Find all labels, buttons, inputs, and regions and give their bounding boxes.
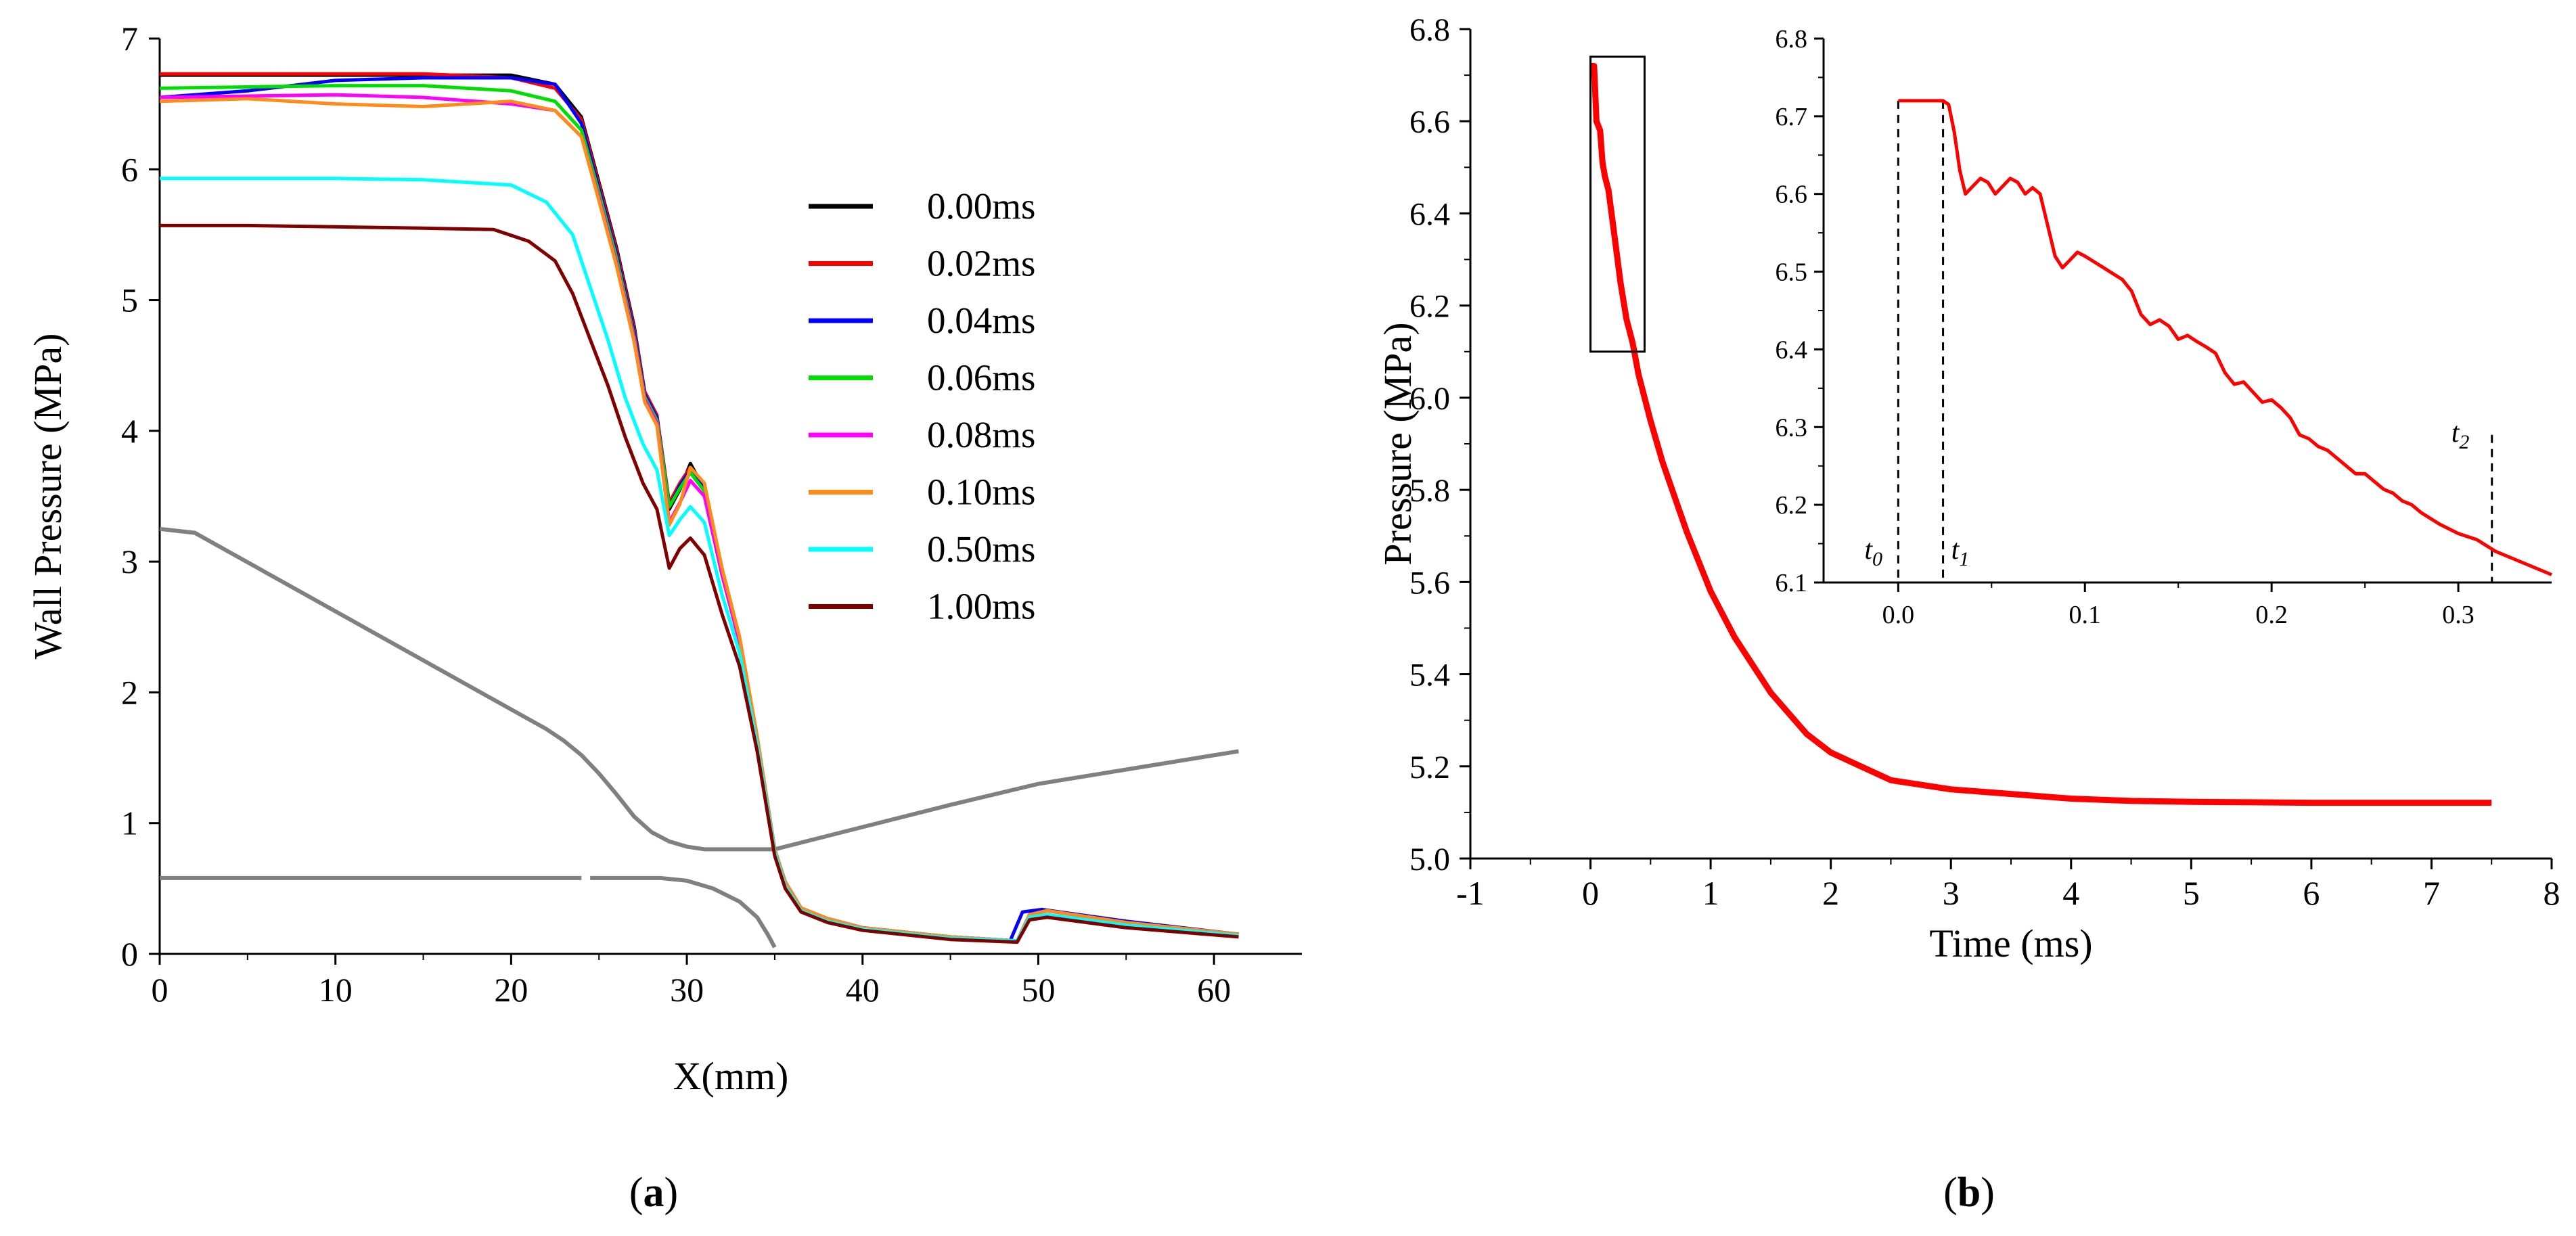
- marker-label-base: t: [2451, 417, 2460, 449]
- panel-b-y-tick-label: 5.6: [1409, 565, 1450, 601]
- inset-y-tick-label: 6.5: [1776, 258, 1808, 287]
- inset-y-tick-label: 6.6: [1776, 181, 1808, 209]
- panel-b-x-tick-label: 5: [2183, 874, 2200, 912]
- panel-a-nozzle-geometry: [159, 526, 1239, 948]
- panel-b: -1 0 1 2 3 4 5 6 7 8 5.0 5.2 5.4 5.6 5.8 6.0 6.2 6.4 6.6 6.…: [1376, 12, 2560, 1216]
- panel-a-y-tick-label: 3: [121, 543, 138, 580]
- series-line-1.00ms: [160, 223, 1239, 944]
- inset-series-line: [1898, 99, 2552, 576]
- panel-a-y-tick-label: 4: [121, 412, 138, 450]
- panel-a-y-tick-label: 0: [121, 935, 138, 973]
- inset-y-tick-label: 6.2: [1776, 491, 1808, 520]
- legend-label-1.00ms: 1.00ms: [927, 586, 1035, 627]
- panel-a-x-tick-label: 50: [1021, 971, 1055, 1009]
- panel-b-x-tick-label: 6: [2303, 874, 2320, 912]
- legend-label-0.02ms: 0.02ms: [927, 243, 1035, 284]
- panel-a-x-tick-label: 60: [1197, 971, 1231, 1009]
- panel-a-x-tick-label: 10: [319, 971, 353, 1009]
- inset-marker-label-t1: t1: [1951, 534, 1970, 570]
- inset-marker-label-t0: t0: [1864, 534, 1882, 570]
- panel-a-series-group: [159, 72, 1239, 944]
- legend-label-0.10ms: 0.10ms: [927, 472, 1035, 513]
- legend-label-0.08ms: 0.08ms: [927, 414, 1035, 455]
- panel-b-x-axis-label: Time (ms): [1929, 921, 2092, 965]
- panel-b-y-tick-label: 6.4: [1409, 196, 1450, 232]
- panel-b-y-tick-label: 6.6: [1409, 104, 1450, 140]
- legend-label-0.00ms: 0.00ms: [927, 185, 1035, 227]
- panel-a-x-tick-label: 0: [152, 971, 168, 1009]
- panel-a-caption: (a): [629, 1170, 678, 1216]
- panel-b-ticks: -1 0 1 2 3 4 5 6 7 8 5.0 5.2 5.4 5.6 5.8 6.0 6.2 6.4 6.6 6.…: [1409, 12, 2560, 912]
- inset-x-tick-label: 0.2: [2255, 601, 2288, 629]
- panel-a-axes-frame: [158, 39, 1302, 955]
- inset-marker-label-t2: t2: [2451, 417, 2470, 453]
- panel-a-y-tick-label: 1: [121, 804, 138, 842]
- panel-a-y-tick-label: 7: [121, 20, 138, 58]
- panel-a: 0 10 20 30 40 50 60 0 1 2 3 4 5 6 7 0.00ms 0.02ms 0.04ms…: [26, 20, 1302, 1216]
- panel-b-y-tick-label: 5.4: [1409, 658, 1450, 693]
- panel-b-x-tick-label: 3: [1943, 874, 1960, 912]
- series-line-0.00ms: [160, 73, 1239, 943]
- panel-a-y-tick-label: 6: [121, 150, 138, 188]
- marker-label-base: t: [1951, 534, 1960, 566]
- series-line-pressure: [1589, 63, 2492, 806]
- marker-label-base: t: [1864, 534, 1873, 566]
- panel-a-y-tick-label: 5: [121, 281, 138, 319]
- marker-label-subscript: 2: [2459, 431, 2469, 453]
- nozzle-upper-wall-line: [159, 526, 1239, 852]
- inset-y-tick-label: 6.3: [1776, 413, 1808, 442]
- inset-background: [1824, 39, 2552, 582]
- panel-a-y-axis-label: Wall Pressure (MPa): [26, 334, 70, 660]
- panel-a-ticks: 0 10 20 30 40 50 60 0 1 2 3 4 5 6 7: [121, 20, 1231, 1009]
- panel-b-y-tick-label: 6.8: [1409, 12, 1450, 48]
- panel-a-x-tick-label: 30: [670, 971, 704, 1009]
- inset-y-tick-label: 6.4: [1776, 336, 1808, 364]
- panel-a-x-axis-label: X(mm): [673, 1054, 789, 1098]
- marker-label-subscript: 1: [1959, 548, 1969, 570]
- panel-b-x-tick-label: 1: [1702, 874, 1719, 912]
- nozzle-centerline-right: [590, 875, 777, 948]
- series-line-0.04ms: [159, 76, 1239, 943]
- legend-label-0.50ms: 0.50ms: [927, 528, 1035, 570]
- inset-ticks: 0.0 0.1 0.2 0.3 6.1 6.2 6.3 6.4 6.5 6.6 6.7 6.8: [1776, 25, 2475, 629]
- panel-b-caption-letter: b: [1958, 1170, 1981, 1216]
- panel-b-x-tick-label: 2: [1822, 874, 1839, 912]
- series-line-0.50ms: [160, 177, 1239, 943]
- series-line-0.06ms: [159, 84, 1239, 943]
- panel-b-zoom-box: [1589, 55, 1646, 353]
- inset-series-group: [1898, 99, 2552, 576]
- panel-b-y-tick-label: 5.8: [1409, 473, 1450, 509]
- panel-b-series-group: [1589, 63, 2492, 806]
- inset-x-tick-label: 0.0: [1882, 601, 1915, 629]
- panel-a-legend: 0.00ms 0.02ms 0.04ms 0.06ms 0.08ms 0.10ms 0.50…: [809, 185, 1035, 627]
- panel-a-x-tick-label: 40: [846, 971, 880, 1009]
- inset-y-tick-label: 6.1: [1776, 569, 1808, 597]
- panel-b-y-tick-label: 5.0: [1409, 842, 1450, 877]
- series-line-0.02ms: [160, 72, 1239, 943]
- panel-b-y-tick-label: 6.0: [1409, 381, 1450, 417]
- panel-b-x-tick-label: 7: [2423, 874, 2440, 912]
- panel-b-x-tick-label: 0: [1582, 874, 1599, 912]
- inset-x-tick-label: 0.1: [2069, 601, 2102, 629]
- legend-label-0.04ms: 0.04ms: [927, 300, 1035, 341]
- panel-b-y-tick-label: 5.2: [1409, 750, 1450, 785]
- panel-b-caption: (b): [1943, 1170, 1995, 1216]
- panel-b-x-tick-label: 4: [2062, 874, 2079, 912]
- panel-b-x-tick-label: 8: [2544, 874, 2560, 912]
- panel-b-x-tick-label: -1: [1456, 874, 1485, 912]
- panel-a-x-tick-label: 20: [494, 971, 528, 1009]
- legend-label-0.06ms: 0.06ms: [927, 357, 1035, 398]
- inset-y-tick-label: 6.8: [1776, 25, 1808, 53]
- panel-b-y-tick-label: 6.2: [1409, 289, 1450, 325]
- marker-label-subscript: 0: [1872, 548, 1882, 570]
- panel-a-caption-letter: a: [643, 1170, 664, 1216]
- panel-b-y-axis-label: Pressure (MPa): [1376, 322, 1420, 565]
- inset-y-tick-label: 6.7: [1776, 103, 1808, 131]
- panel-a-y-tick-label: 2: [121, 673, 138, 711]
- inset-x-tick-label: 0.3: [2442, 601, 2475, 629]
